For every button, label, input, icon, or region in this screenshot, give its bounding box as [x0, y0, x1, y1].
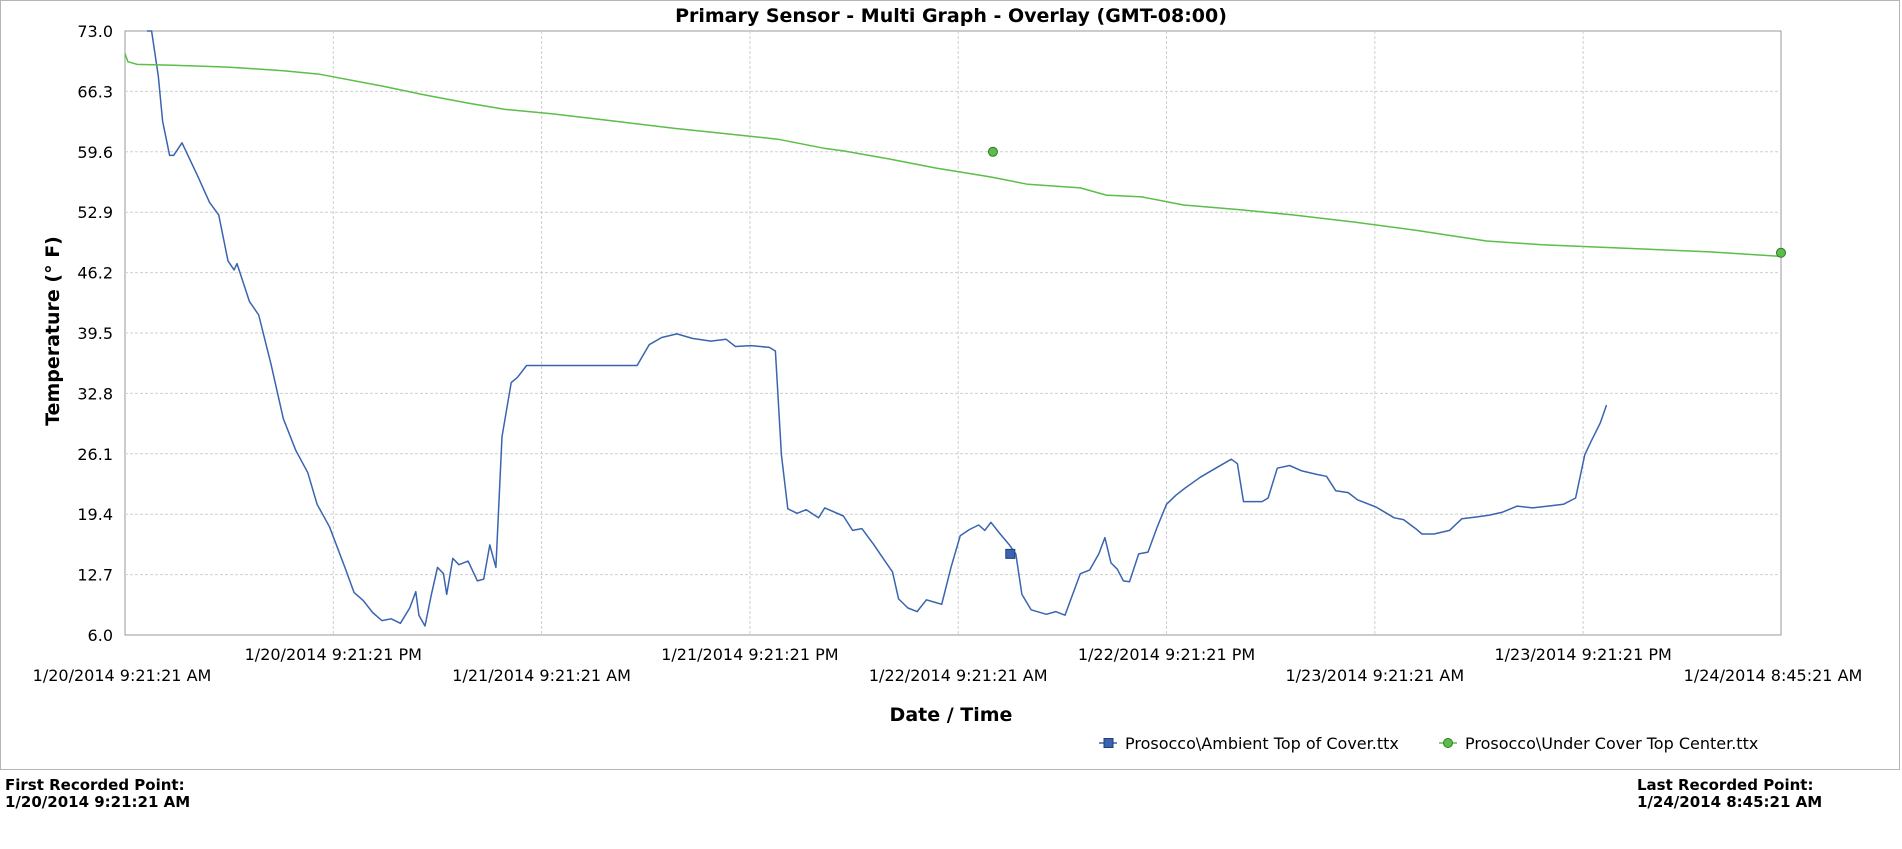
last-recorded-point: Last Recorded Point: 1/24/2014 8:45:21 A… — [1637, 777, 1822, 811]
y-tick-label: 12.7 — [77, 566, 113, 585]
x-tick-label: 1/21/2014 9:21:21 AM — [452, 666, 631, 685]
y-tick-label: 73.0 — [77, 22, 113, 41]
y-tick-label: 52.9 — [77, 203, 113, 222]
series-layer — [124, 30, 1786, 627]
grid — [125, 31, 1781, 635]
x-tick-label: 1/22/2014 9:21:21 PM — [1078, 645, 1255, 664]
legend-label: Prosocco\Ambient Top of Cover.ttx — [1125, 734, 1399, 753]
x-tick-label: 1/20/2014 9:21:21 AM — [33, 666, 212, 685]
x-tick-label: 1/20/2014 9:21:21 PM — [245, 645, 422, 664]
y-tick-label: 19.4 — [77, 505, 113, 524]
y-axis-label: Temperature (° F) — [42, 236, 64, 426]
x-tick-label: 1/23/2014 9:21:21 AM — [1285, 666, 1464, 685]
series-marker-circle — [1776, 247, 1786, 258]
series-line-ambient — [147, 30, 1608, 627]
y-tick-label: 32.8 — [77, 384, 113, 403]
y-axis-ticks: 73.0 66.3 59.6 52.9 46.2 39.5 32.8 26.1 19.4 12.7… — [77, 22, 113, 645]
series-marker-circle — [987, 146, 998, 157]
series-marker-square — [1005, 548, 1016, 559]
legend: Prosocco\Ambient Top of Cover.ttx Prosocc… — [1099, 734, 1758, 753]
x-axis-ticks: 1/20/2014 9:21:21 AM 1/20/2014 9:21:21 PM… — [33, 645, 1863, 685]
first-recorded-value: 1/20/2014 9:21:21 AM — [5, 793, 191, 811]
y-tick-label: 59.6 — [77, 143, 113, 162]
y-tick-label: 66.3 — [77, 82, 113, 101]
legend-circle-marker — [1443, 738, 1453, 748]
temperature-chart: 73.0 66.3 59.6 52.9 46.2 39.5 32.8 26.1 19.4 12.7… — [33, 5, 1863, 753]
x-tick-label: 1/22/2014 9:21:21 AM — [869, 666, 1048, 685]
first-recorded-point: First Recorded Point: 1/20/2014 9:21:21 … — [5, 777, 190, 811]
last-recorded-value: 1/24/2014 8:45:21 AM — [1637, 793, 1823, 811]
x-axis-label: Date / Time — [890, 704, 1013, 726]
chart-panel: 73.0 66.3 59.6 52.9 46.2 39.5 32.8 26.1 19.4 12.7… — [0, 0, 1900, 770]
y-tick-label: 6.0 — [88, 626, 113, 645]
y-tick-label: 39.5 — [77, 324, 113, 343]
x-tick-label: 1/21/2014 9:21:21 PM — [661, 645, 838, 664]
legend-square-marker — [1103, 738, 1114, 748]
series-line-under-cover — [124, 53, 1782, 258]
x-tick-label: 1/23/2014 9:21:21 PM — [1494, 645, 1671, 664]
first-recorded-label: First Recorded Point: — [5, 776, 185, 794]
y-tick-label: 46.2 — [77, 264, 113, 283]
legend-label: Prosocco\Under Cover Top Center.ttx — [1465, 734, 1758, 753]
chart-title: Primary Sensor - Multi Graph - Overlay (… — [675, 5, 1227, 27]
x-tick-label: 1/24/2014 8:45:21 AM — [1684, 666, 1863, 685]
y-tick-label: 26.1 — [77, 445, 113, 464]
last-recorded-label: Last Recorded Point: — [1637, 776, 1814, 794]
